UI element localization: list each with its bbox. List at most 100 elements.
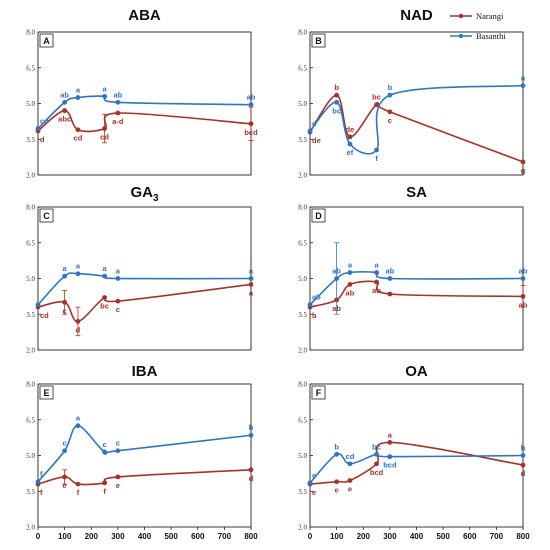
y-tick-label: 8.0 — [26, 381, 35, 389]
data-point-narangi — [62, 299, 68, 305]
significance-label-narangi: ab — [372, 286, 381, 295]
significance-label-basanthi: a — [102, 264, 107, 273]
data-point-narangi — [334, 92, 340, 98]
significance-label-narangi: cd — [100, 133, 109, 142]
significance-label-basanthi: ab — [312, 293, 321, 302]
significance-label-basanthi: ab — [519, 267, 528, 276]
data-point-basanthi — [387, 276, 393, 281]
significance-label-basanthi: bcd — [383, 461, 397, 470]
significance-label-narangi: de — [312, 136, 321, 145]
legend-label-narangi: Narangi — [476, 11, 504, 21]
plot-frame — [309, 31, 524, 176]
series-line-narangi — [37, 283, 252, 323]
y-tick-label: 6.5 — [26, 64, 35, 72]
panel-letter: E — [43, 388, 49, 398]
significance-label-basanthi: a — [521, 74, 526, 83]
y-tick-label: 3.5 — [26, 311, 35, 319]
data-point-narangi — [387, 109, 393, 115]
y-tick-label: 8.0 — [298, 29, 307, 37]
data-point-basanthi — [387, 92, 393, 98]
data-point-basanthi — [334, 99, 340, 105]
significance-label-basanthi: a — [348, 261, 353, 270]
data-point-basanthi — [62, 99, 68, 105]
plot-frame — [37, 383, 252, 528]
significance-label-narangi: c — [63, 306, 67, 315]
data-point-narangi — [115, 298, 121, 304]
significance-label-narangi: d — [521, 469, 526, 478]
series-line-basanthi — [309, 270, 524, 306]
significance-label-basanthi: ab — [60, 90, 69, 99]
significance-label-narangi: a — [388, 430, 393, 439]
significance-label-narangi: d — [76, 325, 81, 334]
data-point-narangi — [387, 439, 393, 445]
y-tick-label: 6.5 — [26, 239, 35, 247]
x-tick-label: 700 — [218, 532, 232, 541]
series-line-basanthi — [37, 424, 252, 483]
data-point-narangi — [374, 461, 379, 467]
data-point-basanthi — [62, 273, 68, 279]
significance-label-narangi: e — [348, 485, 352, 494]
data-point-basanthi — [115, 448, 121, 454]
data-point-narangi — [102, 295, 107, 300]
significance-label-basanthi: a — [76, 86, 81, 95]
x-tick-label: 600 — [463, 532, 477, 541]
x-tick-label: 0 — [308, 532, 313, 541]
significance-label-narangi: e — [116, 481, 120, 490]
data-point-basanthi — [347, 141, 353, 147]
panel-letter-box — [39, 208, 54, 223]
significance-label-basanthi: b — [521, 444, 526, 453]
panel-title-iba: IBA — [132, 363, 158, 380]
x-tick-label: 500 — [164, 532, 178, 541]
panel-letter-box — [311, 385, 326, 400]
panel-title-ga: GA3 — [130, 184, 159, 204]
significance-label-basanthi: c — [102, 440, 106, 449]
y-tick-label: 5.0 — [298, 275, 307, 283]
data-point-narangi — [374, 102, 379, 108]
data-point-basanthi — [75, 423, 81, 429]
series-line-narangi — [309, 280, 524, 308]
significance-label-narangi: c — [388, 116, 392, 125]
significance-label-basanthi: a — [249, 267, 254, 276]
y-tick-label: 8.0 — [26, 204, 35, 212]
y-tick-label: 3.5 — [298, 311, 307, 319]
y-tick-label: 2.0 — [26, 172, 35, 180]
significance-label-basanthi: b — [388, 83, 393, 92]
significance-label-basanthi: a — [374, 261, 379, 270]
significance-label-narangi: f — [103, 487, 106, 496]
significance-label-basanthi: ab — [385, 267, 394, 276]
x-tick-label: 700 — [490, 532, 504, 541]
y-tick-label: 6.5 — [298, 416, 307, 424]
data-point-narangi — [374, 279, 379, 285]
significance-label-narangi: c — [116, 305, 120, 314]
data-point-narangi — [520, 159, 526, 165]
significance-label-basanthi: a — [116, 267, 121, 276]
significance-label-basanthi: ab — [332, 267, 341, 276]
data-point-basanthi — [387, 454, 393, 460]
significance-label-narangi: d — [249, 474, 254, 483]
x-tick-label: 300 — [111, 532, 125, 541]
significance-label-narangi: b — [334, 83, 339, 92]
significance-label-basanthi: ab — [113, 90, 122, 99]
y-tick-label: 6.5 — [26, 416, 35, 424]
y-tick-label: 5.0 — [298, 452, 307, 460]
legend-label-basanthi: Basanthi — [476, 31, 506, 41]
series-line-narangi — [309, 94, 524, 163]
significance-label-basanthi: cd — [346, 452, 355, 461]
significance-label-basanthi: a — [76, 262, 81, 271]
data-point-basanthi — [307, 302, 313, 308]
data-point-basanthi — [248, 276, 254, 281]
data-point-narangi — [347, 134, 353, 140]
data-point-basanthi — [102, 273, 107, 279]
x-tick-label: 400 — [138, 532, 152, 541]
panel-letter: D — [315, 211, 322, 221]
significance-label-narangi: cd — [40, 311, 49, 320]
data-point-basanthi — [35, 479, 41, 485]
data-point-narangi — [75, 481, 81, 487]
significance-label-narangi: bcd — [244, 128, 258, 137]
x-tick-label: 200 — [357, 532, 371, 541]
significance-label-narangi: a — [249, 288, 254, 297]
x-tick-label: 100 — [330, 532, 344, 541]
